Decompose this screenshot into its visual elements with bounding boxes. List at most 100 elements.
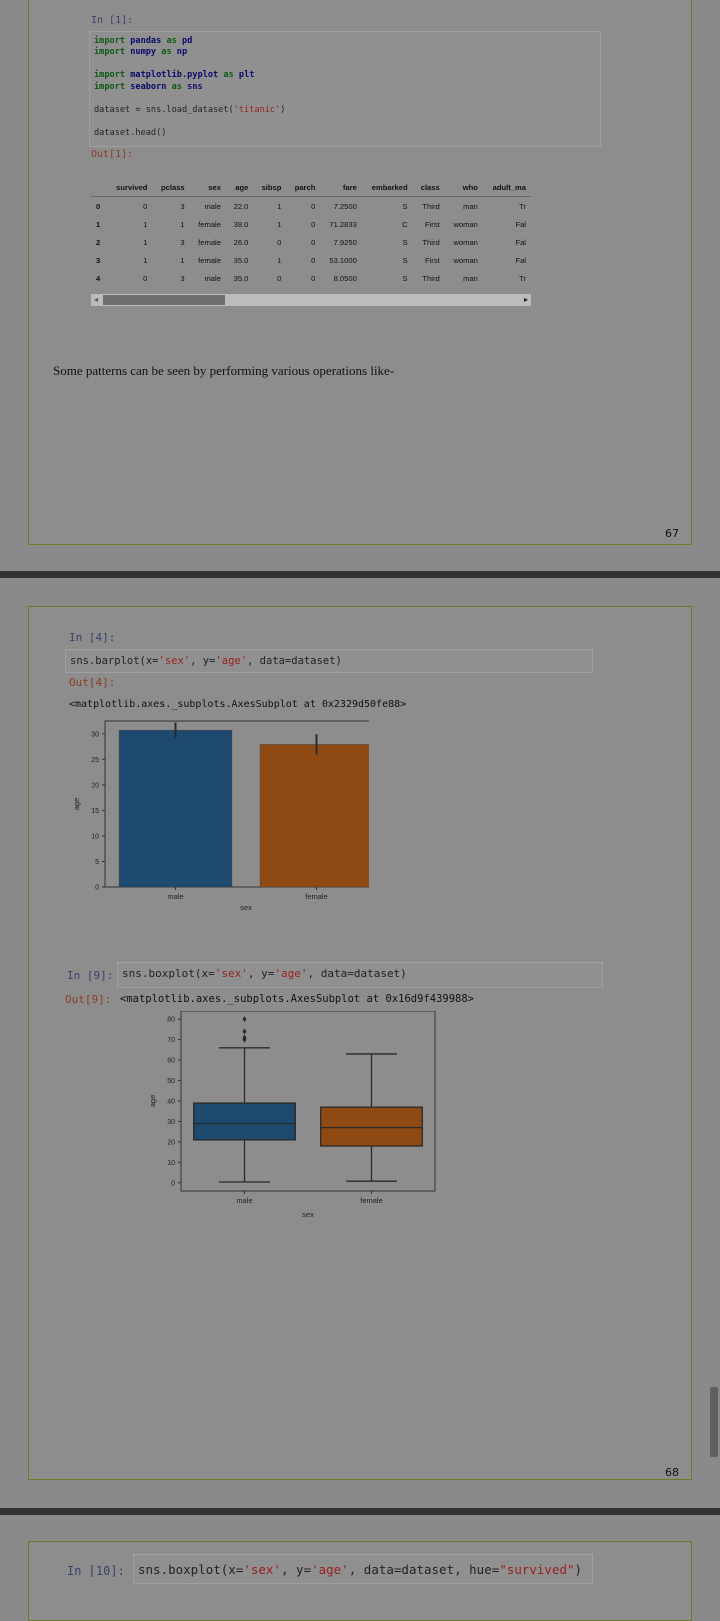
outlier-point bbox=[242, 1016, 247, 1023]
table-cell: 7.2500 bbox=[333, 201, 357, 211]
table-column-header: embarked bbox=[361, 178, 413, 197]
table-cell: 3 bbox=[180, 237, 185, 247]
table-cell: First bbox=[424, 255, 440, 265]
y-tick-label: 5 bbox=[95, 859, 99, 866]
x-tick-label: male bbox=[167, 892, 183, 901]
table-cell: 0 bbox=[277, 273, 282, 283]
y-tick-label: 10 bbox=[167, 1160, 175, 1167]
horizontal-scrollbar[interactable]: ◂ ▸ bbox=[91, 294, 531, 306]
table-cell: 1 bbox=[180, 255, 185, 265]
table-cell: man bbox=[463, 273, 478, 283]
y-tick-label: 80 bbox=[167, 1017, 175, 1024]
table-cell: 1 bbox=[143, 219, 148, 229]
table-cell: 35.0 bbox=[233, 273, 249, 283]
table-column-header: survived bbox=[106, 178, 153, 197]
code-line: import numpy as np bbox=[94, 47, 188, 57]
table-row: 3 1 1 female 35.0 1 0 53.1000 S First woman Fal bbox=[91, 251, 531, 269]
out-prompt-1: Out[1]: bbox=[91, 149, 134, 160]
table-cell: S bbox=[402, 237, 408, 247]
page-number: 68 bbox=[665, 1466, 679, 1479]
table-cell: 35.0 bbox=[233, 255, 249, 265]
table-column-header: pclass bbox=[152, 178, 190, 197]
x-axis-label: sex bbox=[302, 1210, 314, 1219]
code-line: dataset = sns.load_dataset('titanic') bbox=[94, 105, 286, 115]
table-cell: 8.0500 bbox=[333, 273, 357, 283]
table-cell: Third bbox=[422, 237, 440, 247]
y-tick-label: 0 bbox=[171, 1180, 175, 1187]
y-tick-label: 60 bbox=[167, 1058, 175, 1065]
table-cell: 3 bbox=[96, 255, 101, 265]
code-cell-1[interactable]: import pandas as pd import numpy as np i… bbox=[89, 31, 601, 147]
table-cell: 3 bbox=[180, 273, 185, 283]
table-cell: 7.9250 bbox=[333, 237, 357, 247]
y-axis-label: age bbox=[72, 798, 81, 811]
table-cell: 1 bbox=[143, 237, 148, 247]
code-line: import seaborn as sns bbox=[94, 82, 203, 92]
page-separator bbox=[0, 1508, 720, 1515]
table-column-header: sex bbox=[189, 178, 226, 197]
table-cell: 1 bbox=[277, 255, 282, 265]
table-cell: 3 bbox=[180, 201, 185, 211]
table-cell: 1 bbox=[277, 219, 282, 229]
x-axis-label: sex bbox=[240, 903, 252, 912]
table-cell: Third bbox=[422, 201, 440, 211]
table-cell: S bbox=[402, 255, 408, 265]
box-female bbox=[320, 1106, 423, 1147]
table-cell: 53.1000 bbox=[329, 255, 357, 265]
table-cell: S bbox=[402, 201, 408, 211]
table-cell: 38.0 bbox=[233, 219, 249, 229]
box-plot: 0 10 20 30 40 50 60 70 80 male female sex age bbox=[148, 1011, 436, 1219]
table-cell: First bbox=[424, 219, 440, 229]
table-cell: 1 bbox=[143, 255, 148, 265]
table-column-header: sibsp bbox=[253, 178, 287, 197]
x-tick-label: male bbox=[236, 1196, 252, 1205]
code-cell-9[interactable]: sns.boxplot(x='sex', y='age', data=datas… bbox=[117, 962, 603, 988]
table-cell: 0 bbox=[311, 237, 316, 247]
table-cell: 1 bbox=[180, 219, 185, 229]
box-male bbox=[193, 1102, 296, 1141]
scrollbar-thumb[interactable] bbox=[103, 295, 225, 305]
table-cell: woman bbox=[453, 219, 478, 229]
table-cell: 2 bbox=[96, 237, 101, 247]
table-cell: female bbox=[198, 255, 221, 265]
table-cell: man bbox=[463, 201, 478, 211]
table-cell: C bbox=[402, 219, 408, 229]
table-row: 1 1 1 female 38.0 1 0 71.2833 C First woman Fal bbox=[91, 215, 531, 233]
y-tick-label: 25 bbox=[91, 757, 99, 764]
table-cell: woman bbox=[453, 237, 478, 247]
code-cell-10[interactable]: sns.boxplot(x='sex', y='age', data=datas… bbox=[133, 1554, 593, 1584]
scroll-right-icon[interactable]: ▸ bbox=[523, 295, 528, 304]
document-page-68: In [4]: sns.barplot(x='sex', y='age', da… bbox=[28, 606, 692, 1480]
in-prompt-4: In [4]: bbox=[69, 631, 116, 644]
table-cell: 0 bbox=[143, 201, 148, 211]
table-cell: 22.0 bbox=[233, 201, 249, 211]
y-tick-label: 20 bbox=[167, 1139, 175, 1146]
y-tick-label: 70 bbox=[167, 1037, 175, 1044]
code-line: import pandas as pd bbox=[94, 36, 193, 46]
table-cell: 0 bbox=[277, 237, 282, 247]
table-column-header: adult_ma bbox=[482, 178, 531, 197]
body-paragraph: Some patterns can be seen by performing … bbox=[53, 363, 395, 378]
table-cell: male bbox=[204, 273, 221, 283]
table-row: 0 0 3 male 22.0 1 0 7.2500 S Third man Tr bbox=[91, 197, 531, 216]
y-tick-label: 30 bbox=[91, 731, 99, 738]
y-tick-label: 10 bbox=[91, 833, 99, 840]
output-text-4: <matplotlib.axes._subplots.AxesSubplot a… bbox=[69, 699, 407, 710]
table-cell: Fal bbox=[515, 255, 526, 265]
table-cell: female bbox=[198, 237, 221, 247]
table-cell: 0 bbox=[96, 201, 101, 211]
scroll-left-icon[interactable]: ◂ bbox=[94, 295, 99, 304]
code-line: import matplotlib.pyplot as plt bbox=[94, 70, 255, 80]
in-prompt-1: In [1]: bbox=[91, 15, 134, 26]
dataframe-table: survived pclass sex age sibsp parch fare embark… bbox=[91, 178, 531, 287]
in-prompt-9: In [9]: bbox=[67, 969, 114, 982]
table-cell: Fal bbox=[515, 219, 526, 229]
vertical-scrollbar-thumb[interactable] bbox=[710, 1387, 718, 1457]
in-prompt-10: In [10]: bbox=[67, 1564, 125, 1578]
table-column-header: class bbox=[412, 178, 445, 197]
code-cell-4[interactable]: sns.barplot(x='sex', y='age', data=datas… bbox=[65, 649, 593, 673]
table-column-header: parch bbox=[286, 178, 321, 197]
table-cell: Third bbox=[422, 273, 440, 283]
table-cell: Tr bbox=[519, 201, 526, 211]
page-number: 67 bbox=[665, 527, 679, 540]
